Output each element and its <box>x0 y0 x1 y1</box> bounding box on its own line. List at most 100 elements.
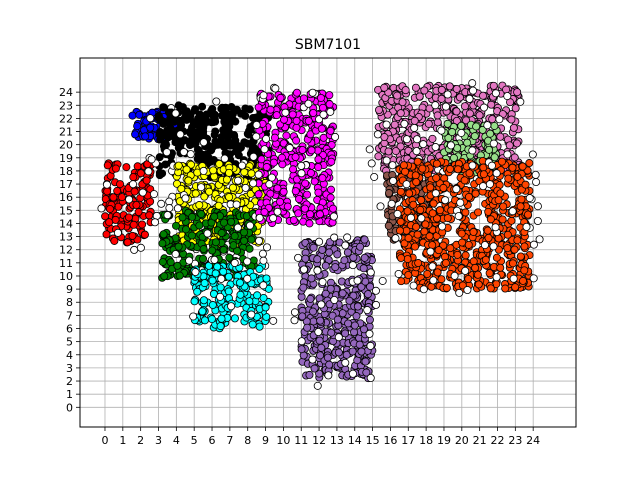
data-point <box>453 250 462 259</box>
data-point <box>205 187 214 196</box>
data-point <box>234 142 243 151</box>
data-point <box>208 246 217 255</box>
data-point <box>307 274 316 283</box>
outlier-point <box>334 333 343 342</box>
outlier-point <box>419 140 428 149</box>
data-point <box>520 242 529 251</box>
data-point <box>226 141 235 150</box>
outlier-point <box>522 222 531 231</box>
data-point <box>244 130 253 139</box>
data-point <box>190 106 199 115</box>
data-point <box>475 111 484 120</box>
data-point <box>325 248 334 257</box>
data-point <box>464 274 473 283</box>
x-tick-label: 3 <box>155 434 162 447</box>
data-point <box>237 109 246 118</box>
data-point <box>174 161 183 170</box>
data-point <box>158 257 167 266</box>
outlier-point <box>529 240 538 249</box>
data-point <box>413 230 422 239</box>
data-point <box>314 155 323 164</box>
outlier-point <box>373 130 382 139</box>
data-point <box>280 115 289 124</box>
data-point <box>327 185 336 194</box>
data-point <box>217 314 226 323</box>
data-point <box>300 204 309 213</box>
outlier-point <box>419 285 428 294</box>
outlier-point <box>97 204 106 213</box>
data-point <box>200 192 209 201</box>
data-point <box>508 163 517 172</box>
data-point <box>432 173 441 182</box>
outlier-point <box>409 281 418 290</box>
data-point <box>469 257 478 266</box>
data-point <box>425 232 434 241</box>
data-point <box>365 315 374 324</box>
outlier-point <box>254 170 263 179</box>
data-point <box>234 151 243 160</box>
data-point <box>301 254 310 263</box>
data-point <box>146 123 155 132</box>
outlier-point <box>317 300 326 309</box>
data-point <box>443 119 452 128</box>
data-point <box>510 153 519 162</box>
data-point <box>479 170 488 179</box>
y-tick-label: 8 <box>66 296 73 309</box>
data-point <box>222 175 231 184</box>
outlier-point <box>382 120 391 129</box>
data-point <box>331 263 340 272</box>
outlier-point <box>259 281 268 290</box>
data-point <box>481 255 490 264</box>
data-point <box>219 267 228 276</box>
data-point <box>174 242 183 251</box>
data-point <box>449 153 458 162</box>
data-point <box>504 174 513 183</box>
data-point <box>496 263 505 272</box>
data-point <box>333 250 342 259</box>
outlier-point <box>269 316 278 325</box>
x-tick-label: 16 <box>383 434 397 447</box>
data-point <box>207 315 216 324</box>
data-point <box>309 307 318 316</box>
y-tick-label: 6 <box>66 323 73 336</box>
outlier-point <box>176 130 185 139</box>
data-point <box>401 86 410 95</box>
outlier-point <box>181 194 190 203</box>
data-point <box>123 238 132 247</box>
data-point <box>297 345 306 354</box>
outlier-point <box>319 110 328 119</box>
data-point <box>269 158 278 167</box>
data-point <box>417 196 426 205</box>
outlier-point <box>243 257 252 266</box>
outlier-point <box>341 241 350 250</box>
data-point <box>384 189 393 198</box>
y-tick-label: 15 <box>59 204 73 217</box>
outlier-point <box>450 271 459 280</box>
data-point <box>474 208 483 217</box>
data-point <box>106 204 115 213</box>
data-point <box>391 147 400 156</box>
y-tick-label: 22 <box>59 112 73 125</box>
data-point <box>188 231 197 240</box>
outlier-point <box>508 207 517 216</box>
data-point <box>461 251 470 260</box>
data-point <box>412 177 421 186</box>
data-point <box>485 145 494 154</box>
data-point <box>333 315 342 324</box>
data-point <box>396 217 405 226</box>
y-tick-label: 14 <box>59 217 73 230</box>
outlier-point <box>528 150 537 159</box>
outlier-point <box>265 180 274 189</box>
y-tick-label: 5 <box>66 336 73 349</box>
data-point <box>294 209 303 218</box>
data-point <box>192 128 201 137</box>
data-point <box>474 280 483 289</box>
data-point <box>219 127 228 136</box>
outlier-point <box>238 161 247 170</box>
data-point <box>356 242 365 251</box>
data-point <box>465 109 474 118</box>
outlier-point <box>456 198 465 207</box>
outlier-point <box>532 178 541 187</box>
data-point <box>448 128 457 137</box>
outlier-point <box>348 261 357 270</box>
